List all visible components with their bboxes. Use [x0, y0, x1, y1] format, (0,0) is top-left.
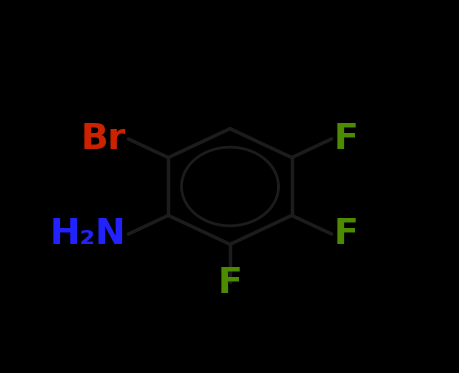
Text: F: F: [217, 266, 242, 301]
Text: H₂N: H₂N: [50, 217, 126, 251]
Text: F: F: [333, 122, 358, 156]
Text: F: F: [333, 217, 358, 251]
Text: Br: Br: [81, 122, 126, 156]
